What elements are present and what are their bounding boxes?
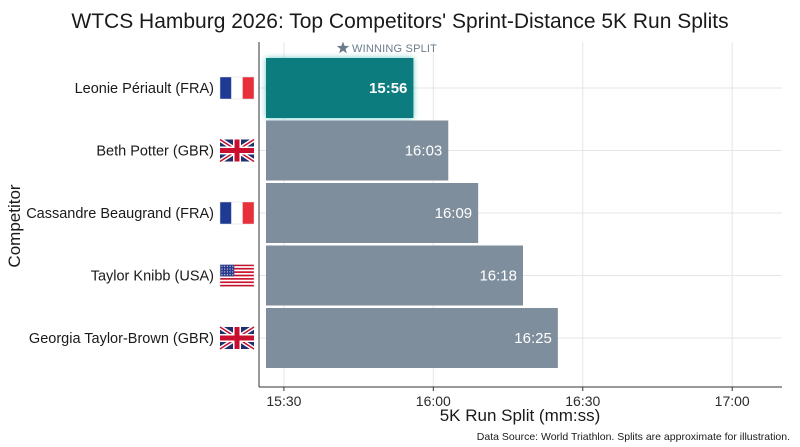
y-categories: Leonie Périault (FRA) Beth Potter (GBR) Ca… xyxy=(26,76,256,351)
y-axis-title: Competitor xyxy=(5,184,24,267)
flag-usa-icon xyxy=(219,264,255,287)
bar xyxy=(266,245,523,306)
category-label: Leonie Périault (FRA) xyxy=(75,81,214,97)
x-ticks: 15:30 16:00 16:30 17:00 xyxy=(266,387,750,409)
x-tick-label: 17:00 xyxy=(715,393,750,409)
flag-fra-icon xyxy=(219,201,255,225)
category-label: Cassandre Beaugrand (FRA) xyxy=(26,206,214,222)
bar-value-label: 16:18 xyxy=(479,268,517,285)
bar-winner xyxy=(266,58,414,118)
source-note: Data Source: World Triathlon. Splits are… xyxy=(477,431,790,443)
star-icon xyxy=(336,41,350,54)
x-tick-label: 15:30 xyxy=(266,393,301,409)
winning-split-label: WINNING SPLIT xyxy=(352,43,437,55)
x-tick-label: 16:30 xyxy=(565,393,600,409)
x-tick-label: 16:00 xyxy=(416,393,451,409)
category-label: Taylor Knibb (USA) xyxy=(91,269,214,285)
flag-gbr-icon xyxy=(218,137,256,164)
axes xyxy=(258,42,782,388)
chart-title: WTCS Hamburg 2026: Top Competitors' Spri… xyxy=(71,10,728,33)
winning-split-badge: WINNING SPLIT xyxy=(336,41,437,55)
x-axis-title: 5K Run Split (mm:ss) xyxy=(440,406,601,425)
bar xyxy=(266,183,479,243)
bar-value-label: 16:09 xyxy=(435,205,473,222)
category-label: Beth Potter (GBR) xyxy=(96,144,214,160)
flag-gbr-icon xyxy=(218,325,256,351)
bar xyxy=(266,308,558,368)
bar xyxy=(266,120,449,181)
flag-fra-icon xyxy=(219,76,255,100)
bar-value-label: 15:56 xyxy=(369,80,407,97)
bar-value-label: 16:03 xyxy=(405,143,443,160)
category-label: Georgia Taylor-Brown (GBR) xyxy=(29,331,214,347)
bars: 15:56 16:03 16:09 16:18 16:25 WINNING SPLIT xyxy=(266,41,558,368)
bar-value-label: 16:25 xyxy=(514,330,552,347)
